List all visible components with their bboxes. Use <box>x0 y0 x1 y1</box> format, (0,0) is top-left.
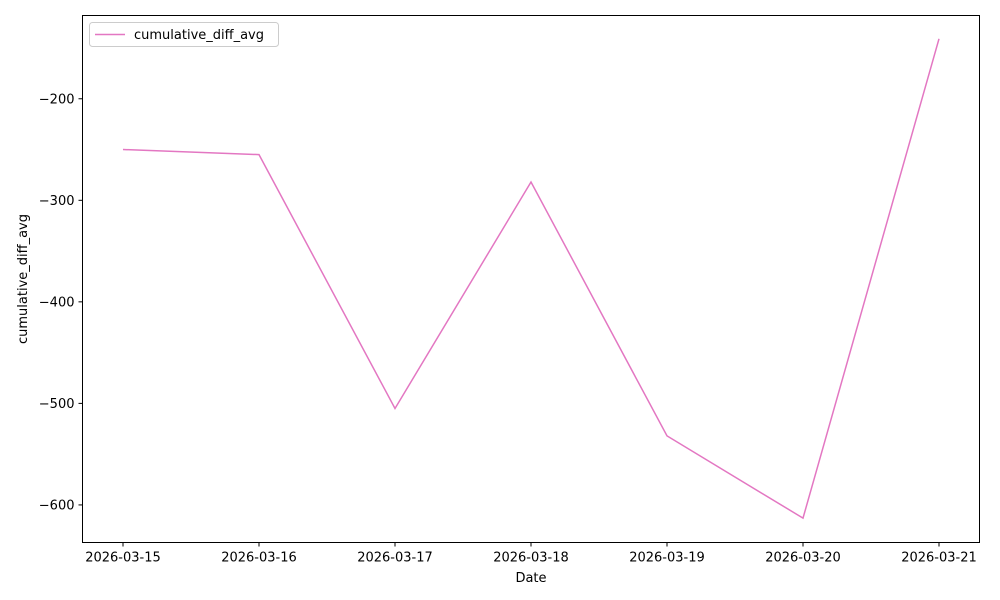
y-axis-ticks: −600 −500 −400 −300 −200 <box>39 92 83 513</box>
y-tick-label: −200 <box>39 92 75 107</box>
legend-box <box>89 22 279 47</box>
x-tick-label: 2026-03-17 <box>357 551 433 566</box>
x-tick-label: 2026-03-18 <box>493 551 569 566</box>
x-axis-label: Date <box>515 571 546 586</box>
y-tick-label: −400 <box>39 295 75 310</box>
legend-label: cumulative_diff_avg <box>134 28 264 43</box>
axes-frame <box>82 15 980 543</box>
series-line <box>122 38 940 520</box>
x-tick-label: 2026-03-20 <box>765 551 841 566</box>
series-lines <box>122 38 940 520</box>
x-tick-label: 2026-03-21 <box>901 551 977 566</box>
y-tick-label: −300 <box>39 194 75 209</box>
x-tick-label: 2026-03-16 <box>221 551 297 566</box>
y-tick-label: −600 <box>39 498 75 513</box>
x-tick-label: 2026-03-19 <box>629 551 705 566</box>
legend: cumulative_diff_avg <box>89 22 279 47</box>
x-tick-label: 2026-03-15 <box>85 551 161 566</box>
y-tick-label: −500 <box>39 397 75 412</box>
y-axis-label: cumulative_diff_avg <box>16 214 31 344</box>
x-axis-ticks: 2026-03-15 2026-03-16 2026-03-17 2026-03-18… <box>85 542 977 566</box>
